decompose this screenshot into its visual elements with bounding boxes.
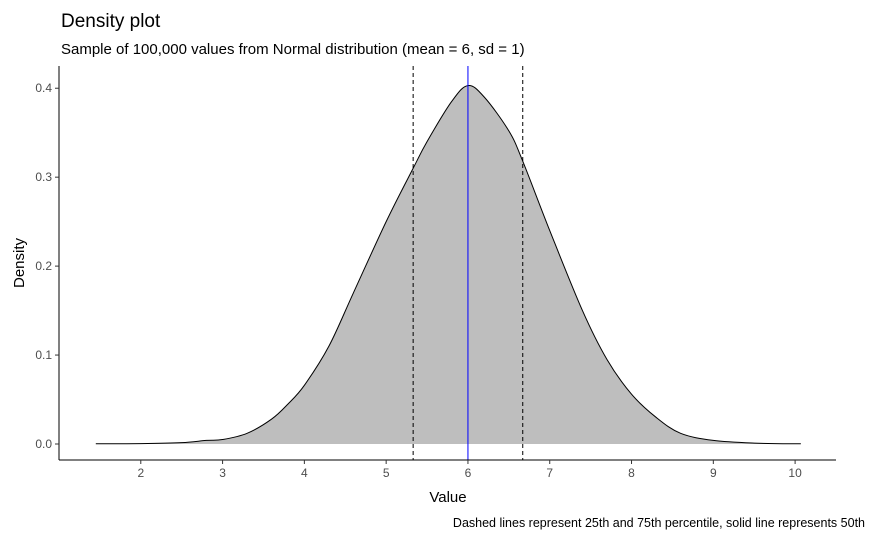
x-tick-label: 8 (628, 466, 635, 480)
y-tick-label: 0.1 (35, 348, 52, 362)
chart-subtitle: Sample of 100,000 values from Normal dis… (61, 41, 525, 58)
x-tick-label: 10 (788, 466, 802, 480)
chart-title: Density plot (61, 11, 161, 32)
y-tick-label: 0.4 (35, 81, 52, 95)
chart-caption: Dashed lines represent 25th and 75th per… (453, 516, 865, 530)
density-curve (95, 85, 801, 445)
x-tick-label: 9 (710, 466, 717, 480)
x-tick-label: 6 (465, 466, 472, 480)
x-tick-label: 5 (383, 466, 390, 480)
x-axis-title: Value (429, 489, 466, 506)
y-tick-label: 0.3 (35, 170, 52, 184)
x-tick-label: 4 (301, 466, 308, 480)
axis-ticks: 2 3 4 5 6 7 8 9 10 0.0 0.1 0.2 0.3 0.4 (35, 81, 802, 480)
density-area-fill (95, 85, 801, 444)
y-tick-label: 0.0 (35, 437, 52, 451)
x-tick-label: 3 (219, 466, 226, 480)
x-tick-label: 2 (137, 466, 144, 480)
y-tick-label: 0.2 (35, 259, 52, 273)
y-axis-title: Density (11, 237, 28, 288)
x-tick-label: 7 (546, 466, 553, 480)
plot-area (95, 66, 801, 460)
